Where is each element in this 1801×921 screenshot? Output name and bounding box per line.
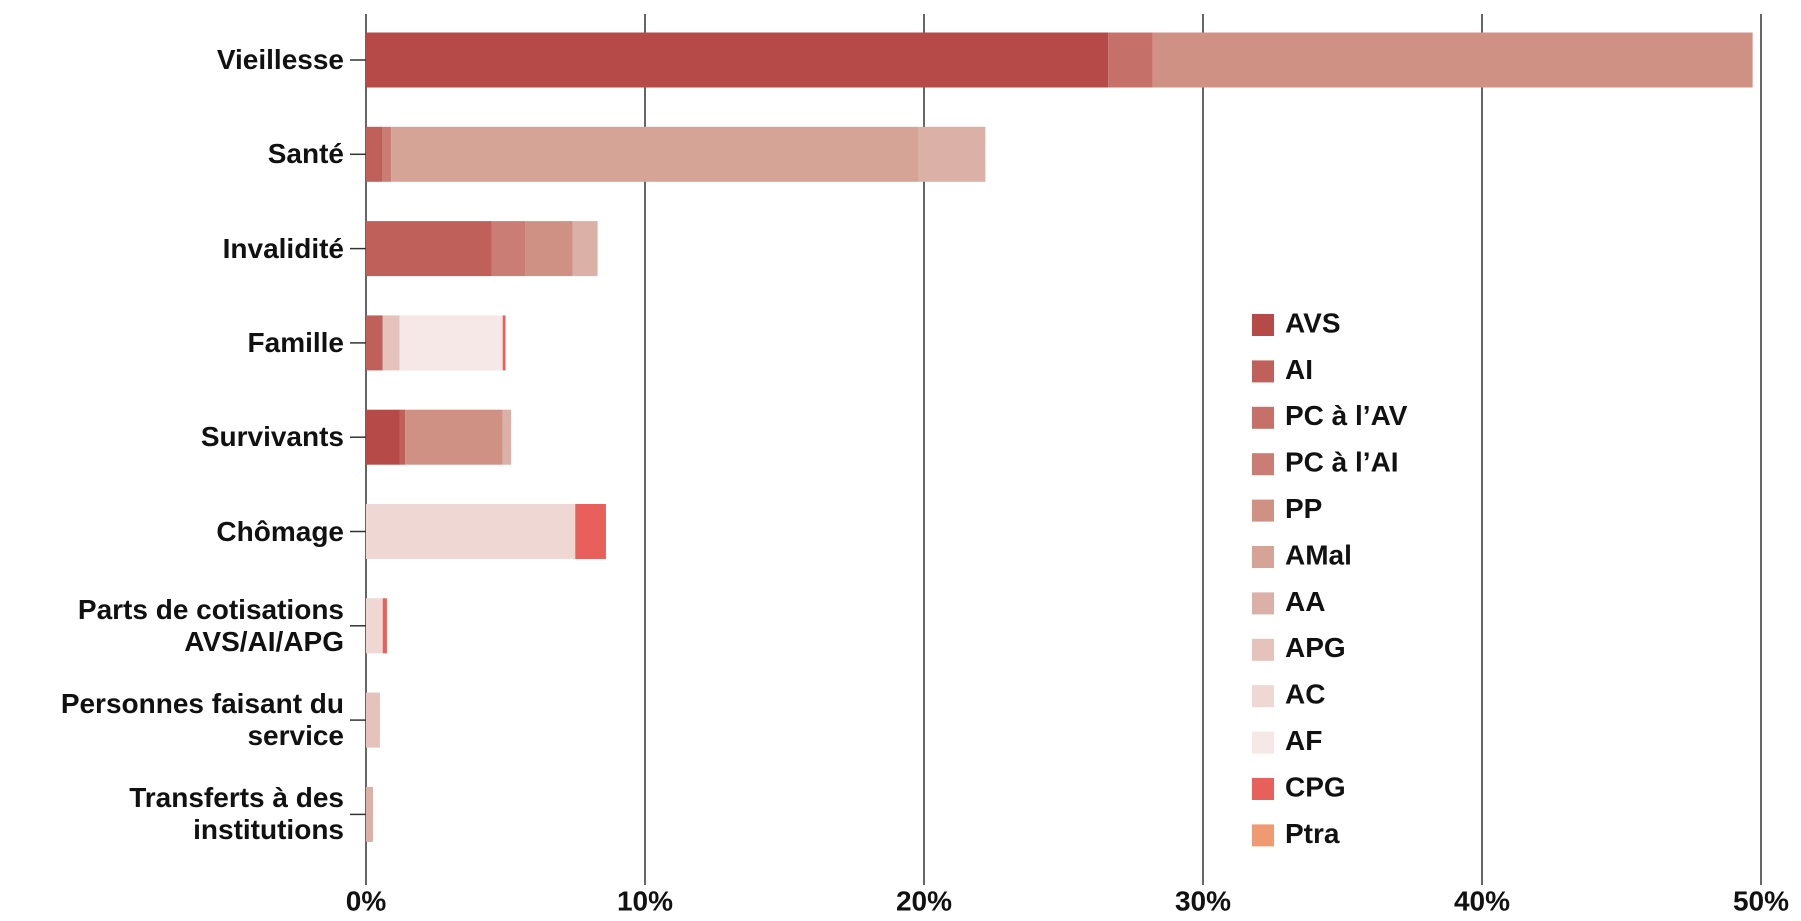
x-tick-label: 10% (617, 885, 673, 916)
bar-segment (366, 786, 373, 842)
bar-segment (382, 315, 400, 371)
category-label: Transferts à des institutions (129, 782, 344, 846)
category-label: Famille (247, 326, 344, 358)
legend-swatch (1252, 778, 1274, 800)
legend-label: AI (1285, 354, 1313, 385)
legend-label: Ptra (1285, 818, 1340, 849)
bar-segment (366, 692, 380, 748)
bar-segment (918, 126, 986, 182)
legend-swatch (1252, 453, 1274, 476)
x-tick-label: 20% (896, 885, 952, 916)
category-label: Chômage (216, 515, 344, 547)
legend-swatch (1252, 499, 1274, 522)
category-label: Invalidité (222, 232, 344, 264)
bar-segment (525, 221, 573, 277)
category-label: Parts de cotisations AVS/AI/APG (77, 593, 344, 657)
legend-label: CPG (1285, 771, 1346, 802)
legend-label: AC (1285, 679, 1325, 710)
legend-swatch (1252, 638, 1274, 661)
bar-segment (399, 409, 406, 465)
category-label: Personnes faisant du service (60, 688, 344, 752)
bar-segment (366, 32, 1109, 88)
legend-swatch (1252, 546, 1274, 568)
legend-swatch (1252, 406, 1274, 429)
legend-label: APG (1285, 632, 1346, 663)
bar-segment (366, 126, 383, 182)
bar-segment (572, 221, 598, 277)
legend-swatch (1252, 314, 1274, 336)
bar-segment (502, 409, 512, 465)
legend-label: PC à l’AI (1285, 447, 1399, 478)
bar-segment (382, 598, 387, 654)
legend-swatch (1252, 592, 1274, 615)
x-tick-label: 40% (1454, 885, 1510, 916)
bar-segment (366, 409, 400, 465)
category-label: Survivants (200, 421, 344, 453)
bar-segment (491, 221, 526, 277)
bar-segment (399, 315, 503, 371)
legend-swatch (1252, 731, 1274, 754)
legend-swatch (1252, 360, 1274, 383)
legend-label: PC à l’AV (1285, 400, 1408, 431)
category-label: Vieillesse (216, 44, 344, 75)
bar-segment (575, 504, 606, 559)
x-tick-label: 0% (346, 885, 387, 916)
legend-label: AA (1285, 586, 1325, 617)
bar-segment (382, 126, 392, 182)
legend-label: PP (1285, 493, 1322, 524)
bar-segment (366, 221, 492, 277)
category-label: Santé (267, 138, 344, 170)
legend-label: AVS (1285, 307, 1341, 338)
bar-segment (391, 126, 919, 182)
bar-segment (366, 598, 383, 654)
legend-label: AMal (1285, 539, 1352, 570)
x-tick-label: 50% (1733, 885, 1789, 916)
legend-swatch (1252, 824, 1274, 847)
bar-segment (405, 409, 503, 465)
legend-swatch (1252, 685, 1274, 708)
bar-segment (1152, 32, 1753, 88)
x-tick-label: 30% (1175, 885, 1231, 916)
legend-label: AF (1285, 725, 1322, 756)
bar-segment (366, 315, 383, 371)
bar-segment (1108, 32, 1153, 88)
bar-segment (366, 504, 576, 559)
bar-segment (502, 315, 506, 371)
